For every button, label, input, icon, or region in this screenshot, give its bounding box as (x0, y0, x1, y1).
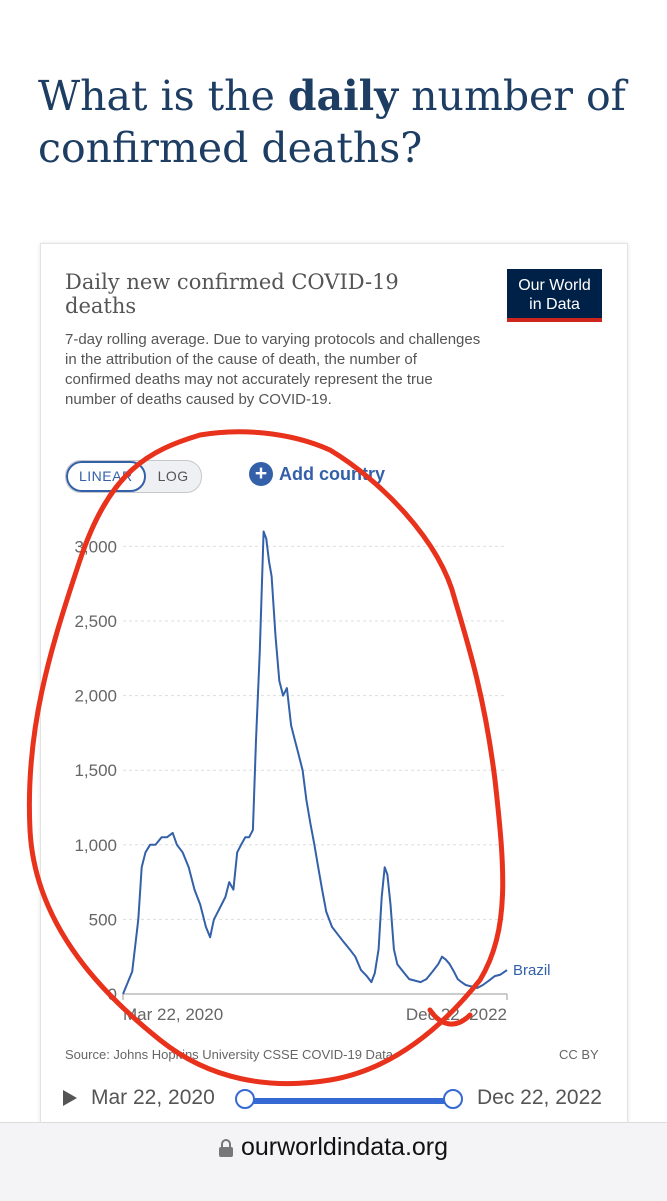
logo-line-1: Our World (518, 277, 591, 294)
y-tick-label: 1,000 (74, 836, 117, 855)
lock-icon (218, 1139, 233, 1157)
chart-plot: 0 500 1,000 1,500 2,000 2,500 3,000 Mar 22, 20… (74, 530, 551, 1024)
url-container: ourworldindata.org (0, 1133, 667, 1162)
timeline-end-handle[interactable] (443, 1089, 463, 1109)
timeline-end-label: Dec 22, 2022 (477, 1086, 602, 1109)
chart-source[interactable]: Source: Johns Hopkins University CSSE CO… (65, 1047, 394, 1062)
y-tick-label: 2,500 (74, 612, 117, 631)
timeline-start-label: Mar 22, 2020 (91, 1086, 215, 1109)
chart-license[interactable]: CC BY (559, 1047, 599, 1062)
series-label-brazil[interactable]: Brazil (513, 962, 551, 979)
y-tick-label: 0 (108, 985, 117, 1004)
chart-card: Daily new confirmed COVID-19 deaths 7-da… (40, 243, 628, 1125)
y-tick-label: 2,000 (74, 687, 117, 706)
heading-text-bold: daily (287, 72, 399, 120)
heading-text-pre: What is the (38, 72, 288, 120)
timeline-slider: Mar 22, 2020 Dec 22, 2022 (61, 1082, 611, 1116)
y-axis-ticks: 0 500 1,000 1,500 2,000 2,500 3,000 (74, 537, 117, 1004)
x-tick-label-start: Mar 22, 2020 (123, 1005, 223, 1024)
grid-lines (123, 545, 507, 920)
series-line-brazil[interactable] (122, 530, 508, 995)
timeline-start-handle[interactable] (235, 1089, 255, 1109)
y-tick-label: 1,500 (74, 761, 117, 780)
y-tick-label: 500 (89, 910, 117, 929)
url-text: ourworldindata.org (240, 1133, 449, 1161)
timeline-track[interactable] (245, 1098, 453, 1104)
chart-subtitle: 7-day rolling average. Due to varying pr… (65, 331, 481, 408)
page-heading: What is the daily number of confirmed de… (38, 70, 638, 174)
chart-title: Daily new confirmed COVID-19 deaths (65, 270, 399, 318)
logo-line-2: in Data (529, 296, 580, 313)
owid-logo[interactable]: Our World in Data (507, 269, 602, 322)
play-icon[interactable] (63, 1090, 77, 1106)
y-tick-label: 3,000 (74, 537, 117, 556)
heading-text-post: number of confirmed deaths? (38, 72, 626, 172)
browser-url-bar[interactable]: ourworldindata.org (0, 1122, 667, 1201)
x-tick-label-end: Dec 22, 2022 (406, 1005, 507, 1024)
